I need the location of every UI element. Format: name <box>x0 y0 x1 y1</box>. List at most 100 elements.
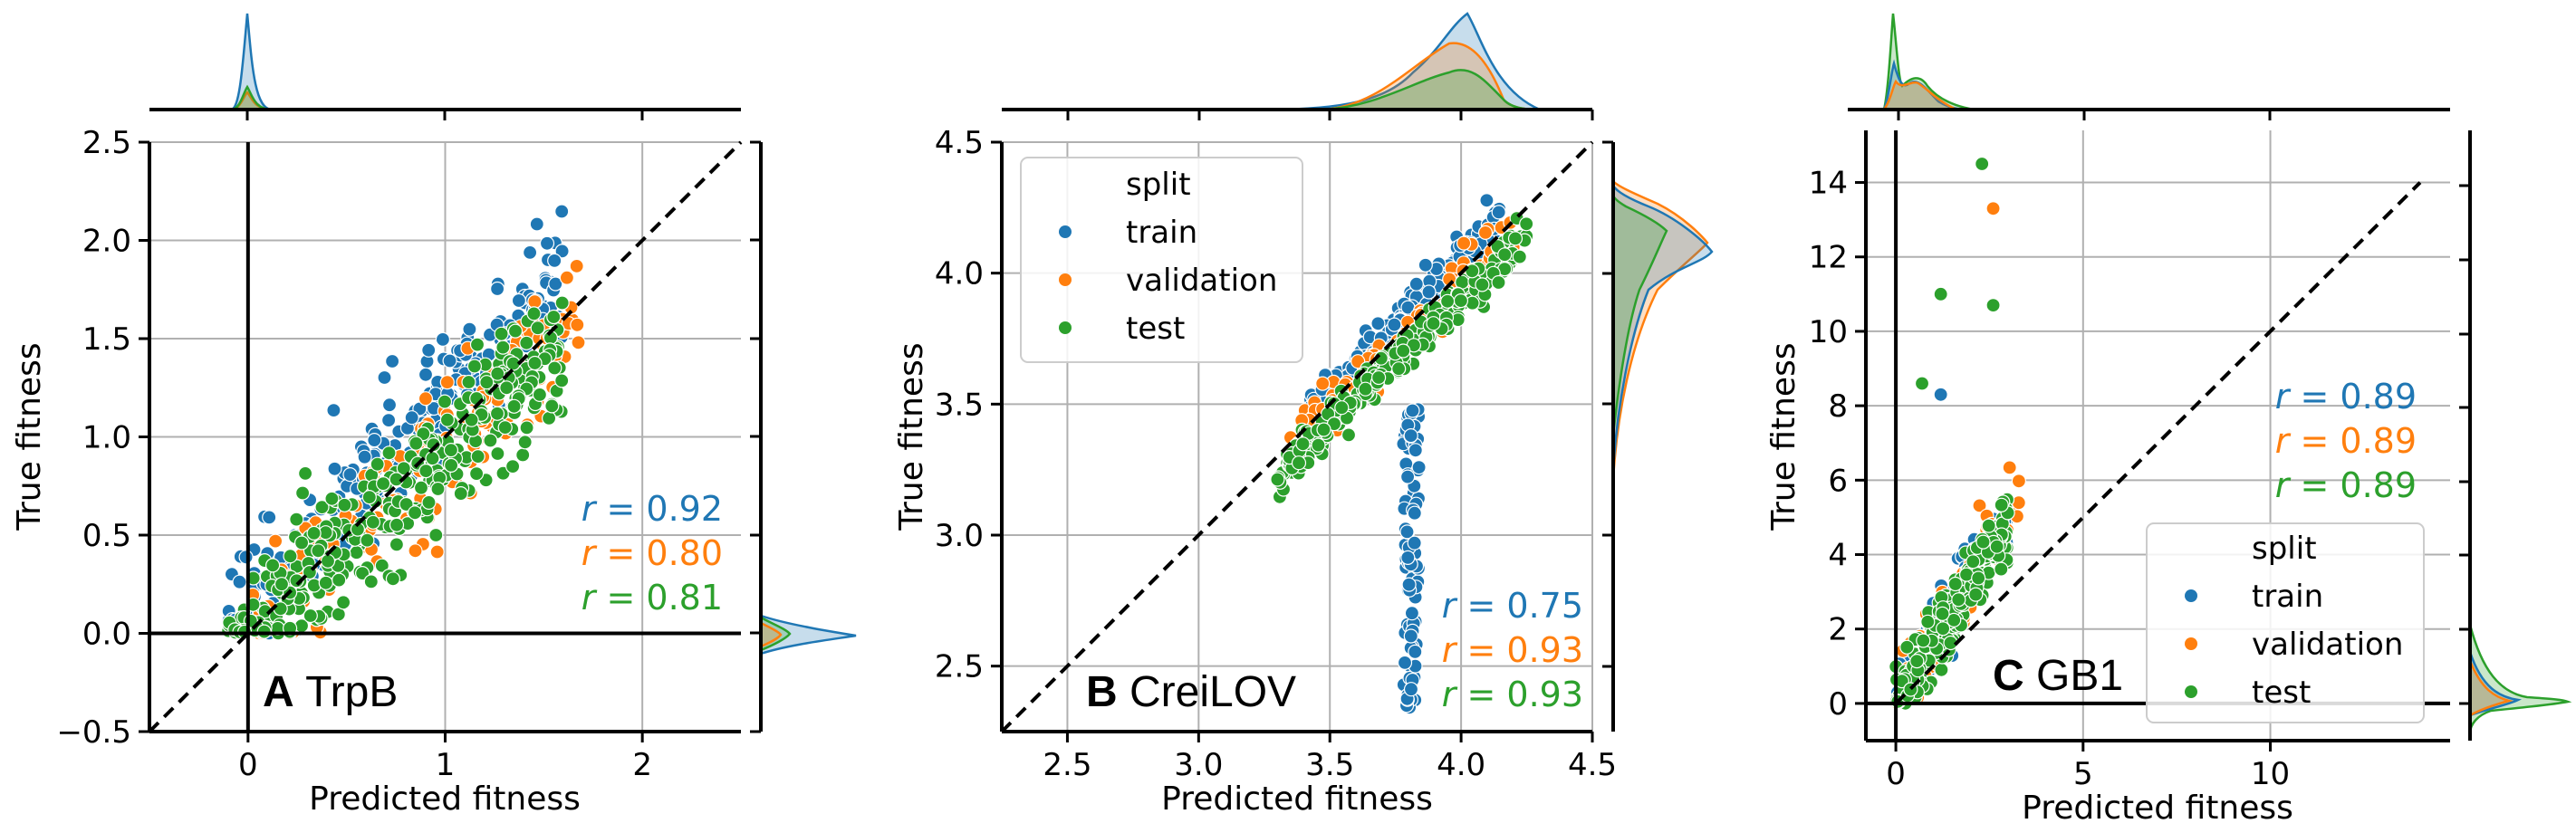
point-train <box>232 574 247 589</box>
point-test <box>1989 539 2004 554</box>
x-tick-label: 0 <box>238 747 258 783</box>
point-test <box>1935 606 1950 622</box>
point-test <box>430 481 446 497</box>
point-test <box>517 435 533 450</box>
point-test <box>453 485 468 502</box>
point-train <box>1408 443 1423 458</box>
point-test <box>527 355 543 371</box>
point-validation <box>1315 376 1331 391</box>
legend-marker-test <box>2185 685 2197 698</box>
y-tick-label: 12 <box>1809 240 1848 276</box>
point-test <box>532 387 548 402</box>
point-test <box>1981 518 1996 533</box>
point-test <box>1899 639 1915 655</box>
point-test <box>1968 587 1984 602</box>
legend: split train validation test <box>1020 157 1303 363</box>
point-test <box>298 465 313 482</box>
y-axis-label: True fitness <box>893 342 930 531</box>
point-train <box>539 235 555 251</box>
point-test <box>499 380 514 396</box>
marginal-top-distribution <box>149 13 741 120</box>
point-test <box>1291 455 1307 471</box>
point-train <box>442 353 457 369</box>
point-test <box>1491 274 1506 291</box>
point-validation <box>570 317 585 332</box>
kde-validation <box>1611 177 1709 481</box>
point-train <box>357 449 372 464</box>
r-symbol: r <box>582 533 598 573</box>
point-train <box>1408 276 1424 292</box>
point-test <box>311 543 326 559</box>
legend-marker-validation <box>2185 637 2197 650</box>
y-axis-label: True fitness <box>1765 342 1802 531</box>
point-test <box>389 517 405 532</box>
marginal-top-distribution <box>1002 12 1594 120</box>
y-tick-label: 0 <box>1828 686 1848 723</box>
y-tick-label: 2.5 <box>82 125 131 161</box>
point-test <box>483 433 498 448</box>
kde-validation <box>1881 79 1957 111</box>
panel-title: B CreiLOV <box>1086 668 1296 716</box>
y-tick-label: 0.0 <box>82 617 131 653</box>
r-symbol: r <box>2275 465 2292 505</box>
y-tick-label: 2.5 <box>935 649 984 685</box>
r-symbol: r <box>2275 421 2292 461</box>
correlation-test: r = 0.93 <box>1442 675 1583 714</box>
point-test <box>289 512 304 527</box>
kde-train <box>149 13 543 111</box>
correlation-train: r = 0.89 <box>2275 377 2417 416</box>
point-test <box>1975 156 1990 172</box>
point-test <box>370 456 385 472</box>
point-train <box>1411 459 1427 475</box>
point-train <box>1491 205 1506 220</box>
point-test <box>1270 472 1285 487</box>
point-train <box>381 397 398 413</box>
legend-entry-train: train <box>2252 579 2323 615</box>
point-train <box>554 204 570 219</box>
point-train <box>385 353 400 369</box>
point-train <box>421 342 437 358</box>
r-value: 0.89 <box>2340 377 2417 416</box>
point-test <box>1453 293 1469 309</box>
point-test <box>283 549 298 564</box>
point-test <box>1439 293 1456 309</box>
x-tick-label: 10 <box>2251 756 2290 792</box>
correlation-validation: r = 0.80 <box>582 533 723 573</box>
correlation-annotations: r = 0.92 r = 0.80 r = 0.81 <box>582 489 723 618</box>
point-test <box>320 553 336 569</box>
point-test <box>1946 612 1962 628</box>
point-test <box>1916 633 1931 648</box>
legend-marker-train <box>2185 589 2197 602</box>
panel-name: TrpB <box>305 668 398 716</box>
reference-lines <box>1000 140 1594 733</box>
point-test <box>336 595 351 610</box>
panel-letter: B <box>1086 668 1118 716</box>
point-test <box>541 410 557 426</box>
point-test <box>1497 247 1513 263</box>
point-test <box>332 572 347 588</box>
y-tick-label: 3.0 <box>935 518 984 554</box>
point-test <box>273 601 288 617</box>
point-test <box>1475 277 1490 292</box>
y-tick-label: 1.0 <box>82 420 131 456</box>
point-test <box>318 575 333 590</box>
point-test <box>1316 422 1331 437</box>
y-tick-label: 0.5 <box>82 518 131 554</box>
point-train <box>511 292 527 309</box>
point-test <box>385 571 400 587</box>
point-train <box>1400 550 1416 566</box>
point-test <box>461 374 476 390</box>
point-test <box>437 394 453 409</box>
point-test <box>1920 614 1936 629</box>
point-train <box>238 550 254 565</box>
y-tick-label: 4.5 <box>935 125 984 161</box>
point-train <box>367 433 382 448</box>
y-tick-label: 2.0 <box>82 224 131 260</box>
legend-box <box>1020 157 1303 363</box>
point-validation <box>418 391 433 407</box>
point-test <box>413 480 429 495</box>
point-train <box>547 253 562 268</box>
point-test <box>530 321 545 336</box>
point-test <box>466 359 483 374</box>
point-test <box>381 445 397 461</box>
